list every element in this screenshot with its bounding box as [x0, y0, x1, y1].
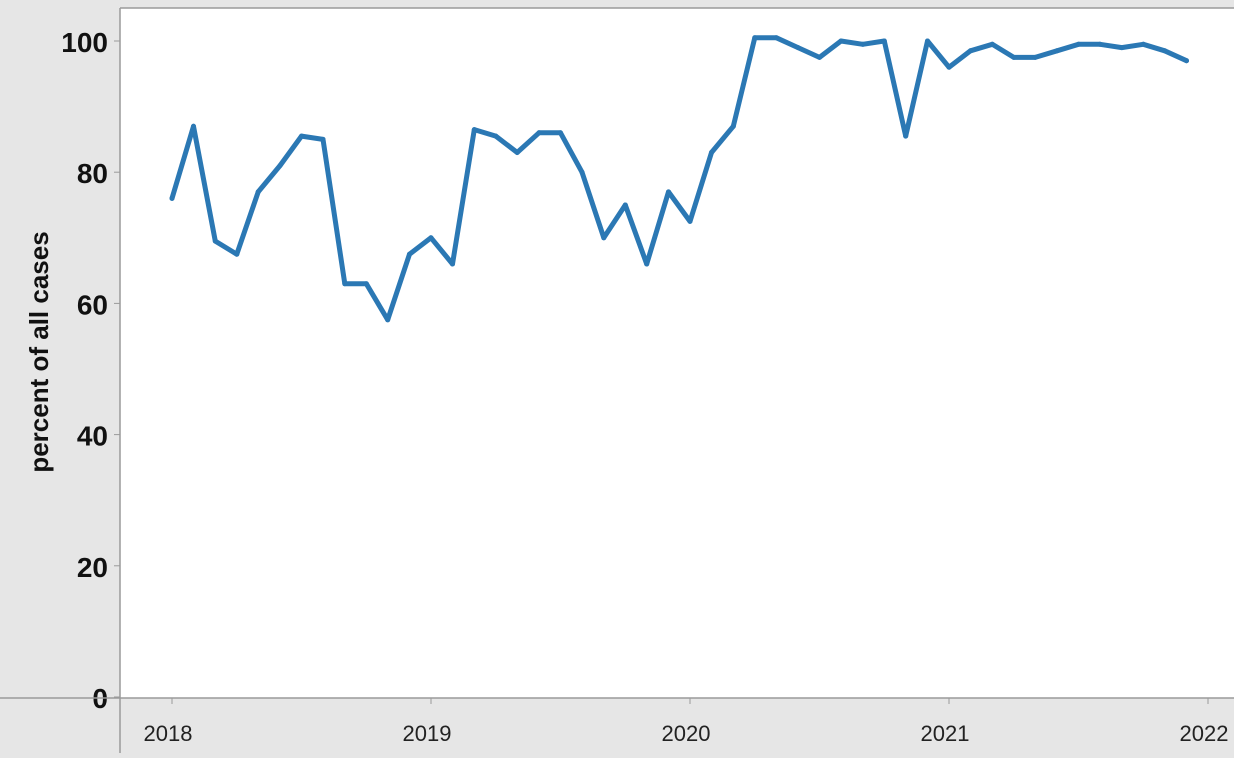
data-point: [342, 281, 348, 287]
series-line: [169, 35, 1189, 323]
data-point: [903, 133, 909, 139]
data-point: [989, 41, 995, 47]
data-point: [169, 195, 175, 201]
data-point: [1076, 41, 1081, 47]
data-point: [1162, 48, 1168, 54]
data-point: [514, 150, 520, 155]
x-axis: 2018 2019 2020 2021 2022: [0, 697, 1234, 746]
data-point: [817, 54, 822, 60]
x-tick-label: 2018: [144, 721, 193, 746]
data-point: [752, 35, 758, 41]
data-point: [536, 130, 542, 136]
y-tick-label: 60: [77, 289, 108, 320]
y-tick-label: 20: [77, 552, 108, 583]
data-point: [709, 150, 714, 155]
data-point: [450, 261, 455, 267]
data-point: [1140, 41, 1146, 47]
data-point: [1184, 58, 1189, 64]
data-point: [385, 317, 391, 323]
data-point: [946, 64, 952, 70]
data-point: [666, 189, 671, 195]
data-point: [558, 130, 563, 136]
x-tick-label: 2021: [921, 721, 970, 746]
data-point: [212, 238, 218, 244]
data-point: [968, 48, 973, 54]
data-point: [601, 235, 607, 241]
data-point: [255, 189, 261, 195]
data-point: [1119, 45, 1125, 51]
data-point: [925, 38, 930, 44]
y-tick-label: 80: [77, 158, 108, 189]
y-tick-label: 100: [61, 27, 108, 58]
data-point: [428, 235, 434, 241]
data-point: [1011, 54, 1017, 60]
data-point: [881, 38, 887, 44]
data-point: [773, 35, 779, 41]
data-point: [622, 202, 628, 208]
data-point: [687, 218, 693, 224]
data-point: [860, 41, 866, 47]
data-point: [1032, 54, 1038, 60]
data-point: [277, 163, 283, 169]
data-point: [234, 251, 240, 257]
y-axis-label: percent of all cases: [24, 231, 54, 472]
x-tick-label: 2019: [403, 721, 452, 746]
y-tick-label: 40: [77, 421, 108, 452]
data-point: [644, 261, 650, 267]
x-tick-label: 2022: [1180, 721, 1229, 746]
data-point: [299, 133, 304, 139]
data-point: [191, 123, 196, 129]
data-point: [363, 281, 369, 287]
data-point: [838, 38, 844, 44]
data-point: [1054, 48, 1060, 54]
series-layer: [169, 35, 1189, 323]
data-point: [493, 133, 499, 139]
data-point: [795, 45, 801, 51]
data-point: [1097, 41, 1103, 47]
data-point: [471, 127, 477, 133]
x-tick-label: 2020: [662, 721, 711, 746]
data-point: [407, 251, 412, 257]
data-point: [579, 169, 585, 175]
data-point: [730, 123, 736, 129]
data-point: [320, 136, 326, 142]
plot-background: [120, 8, 1234, 698]
